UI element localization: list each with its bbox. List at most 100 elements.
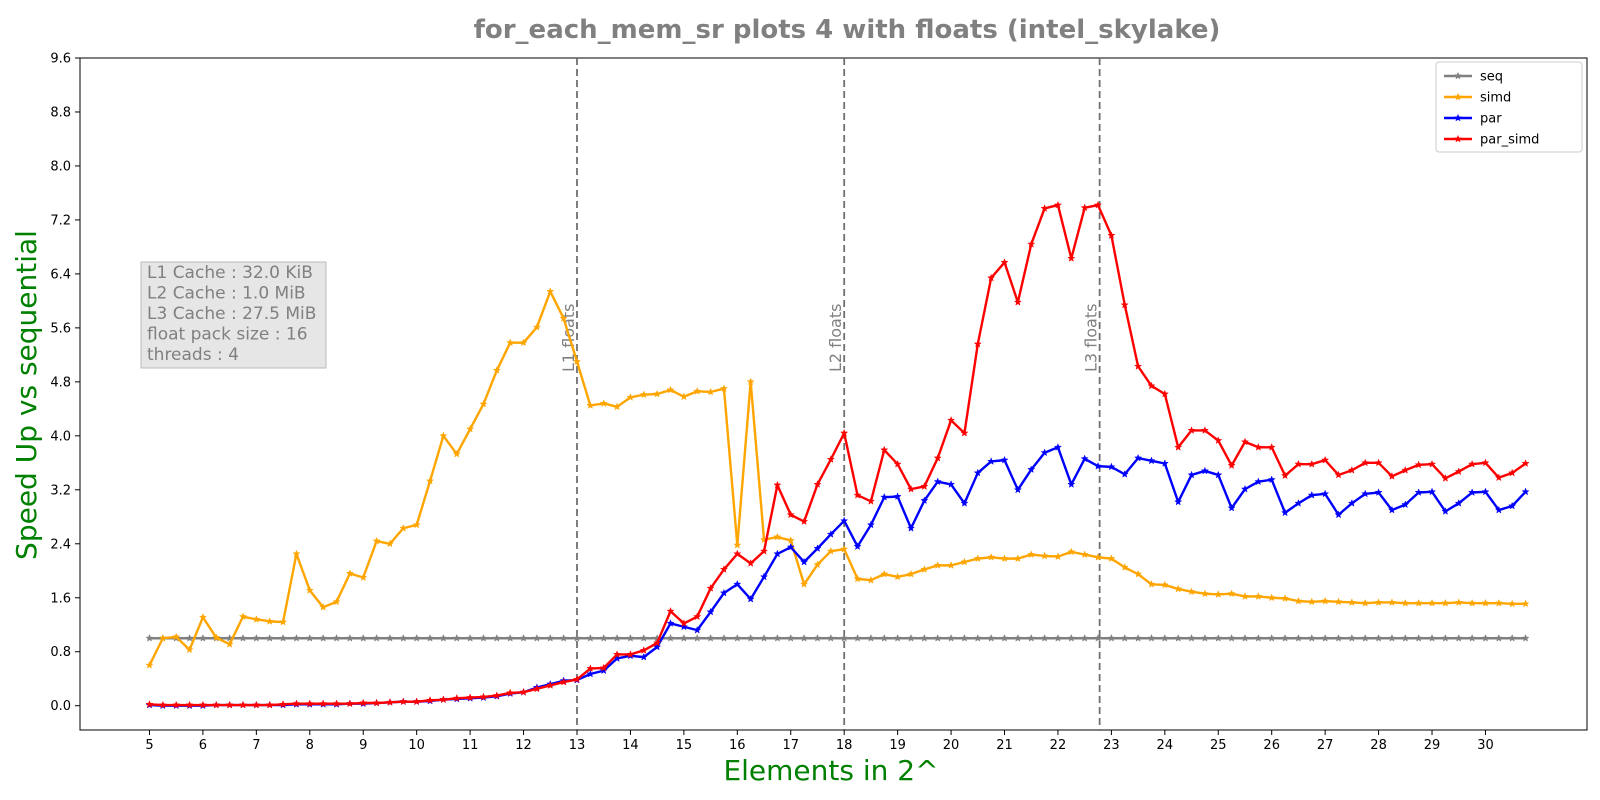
x-tick-label: 19 [889, 738, 906, 753]
data-point [292, 549, 301, 558]
data-point [1401, 633, 1410, 642]
data-point [506, 633, 515, 642]
data-point [1147, 579, 1156, 588]
data-point [853, 490, 862, 499]
data-point [425, 633, 435, 642]
data-point [639, 646, 648, 654]
data-point [452, 633, 461, 642]
data-point [372, 536, 381, 545]
data-point [1280, 633, 1290, 642]
data-point [1467, 459, 1477, 468]
data-point [586, 633, 595, 642]
data-point [893, 459, 902, 468]
data-point [1254, 592, 1263, 600]
data-point [572, 633, 582, 642]
data-point [639, 633, 648, 642]
data-point [813, 560, 822, 569]
x-tick-label: 7 [252, 738, 260, 753]
data-point [933, 453, 942, 462]
data-point [1013, 485, 1022, 494]
x-tick-label: 10 [408, 738, 425, 753]
data-point [960, 557, 969, 566]
chart-title: for_each_mem_sr plots 4 with floats (int… [474, 15, 1221, 45]
data-point [292, 633, 301, 642]
data-point [853, 633, 862, 642]
data-point [319, 602, 328, 611]
data-point [252, 615, 261, 623]
data-point [1120, 300, 1129, 309]
data-point [880, 569, 889, 578]
data-point [385, 633, 395, 642]
data-point [532, 322, 542, 331]
data-point [1227, 633, 1236, 642]
data-point [466, 693, 475, 702]
data-point [1347, 633, 1356, 642]
data-point [826, 546, 835, 555]
data-point [1240, 484, 1250, 493]
data-point [639, 390, 648, 399]
data-point [546, 681, 555, 689]
data-point [1294, 633, 1303, 642]
data-point [1521, 459, 1530, 467]
data-point [960, 428, 969, 437]
data-point [305, 633, 314, 642]
data-point [1294, 596, 1303, 605]
data-point [1067, 633, 1076, 642]
data-point [1280, 508, 1290, 517]
data-point [1227, 461, 1236, 470]
data-point [733, 633, 742, 642]
data-point [506, 338, 515, 347]
data-point [1494, 633, 1503, 642]
data-point [425, 695, 435, 704]
x-tick-label: 23 [1103, 738, 1120, 753]
data-point [706, 633, 715, 642]
series-seq [145, 633, 1530, 642]
data-point [826, 633, 835, 642]
data-point [399, 633, 408, 642]
plot-area: 5 6 7 8 9 10 11 12 13 14 15 16 17 18 19 20 21 22 23 24 25 26 2… [50, 52, 1588, 753]
data-point [800, 517, 809, 526]
data-point [1147, 633, 1156, 642]
data-point [719, 588, 729, 597]
data-point [1307, 597, 1316, 606]
data-point [319, 699, 328, 708]
data-point [973, 633, 982, 642]
data-point [559, 677, 568, 686]
data-point [840, 544, 849, 553]
data-point [1027, 550, 1036, 559]
data-point [1414, 488, 1423, 496]
data-point [1467, 488, 1477, 496]
legend-label: par_simd [1480, 133, 1539, 148]
data-point [1427, 633, 1437, 642]
data-point [1040, 204, 1049, 212]
data-point [706, 607, 715, 616]
data-point [1053, 552, 1063, 561]
x-tick-label: 17 [782, 738, 799, 753]
data-point [893, 492, 902, 501]
data-point [1214, 470, 1223, 479]
data-point [238, 612, 248, 621]
data-point [1307, 490, 1316, 499]
data-point [933, 477, 942, 486]
data-point [1454, 633, 1463, 642]
data-point [1521, 599, 1530, 608]
x-tick-label: 25 [1210, 738, 1227, 753]
data-point [452, 693, 461, 702]
data-point [987, 552, 996, 561]
data-point [1200, 589, 1210, 598]
legend-marker [1453, 134, 1463, 143]
data-point [946, 633, 956, 642]
data-point [1427, 598, 1437, 607]
data-point [198, 700, 208, 709]
data-point [1481, 487, 1490, 496]
data-point [238, 700, 248, 709]
data-point [1107, 633, 1116, 642]
data-point [693, 625, 702, 634]
y-tick-label: 8.8 [50, 105, 71, 120]
legend-box [1435, 61, 1583, 153]
data-point [559, 633, 568, 642]
x-tick-label: 27 [1317, 738, 1334, 753]
x-tick-label: 13 [569, 738, 586, 753]
data-point [1013, 633, 1022, 642]
data-point [1414, 460, 1423, 469]
